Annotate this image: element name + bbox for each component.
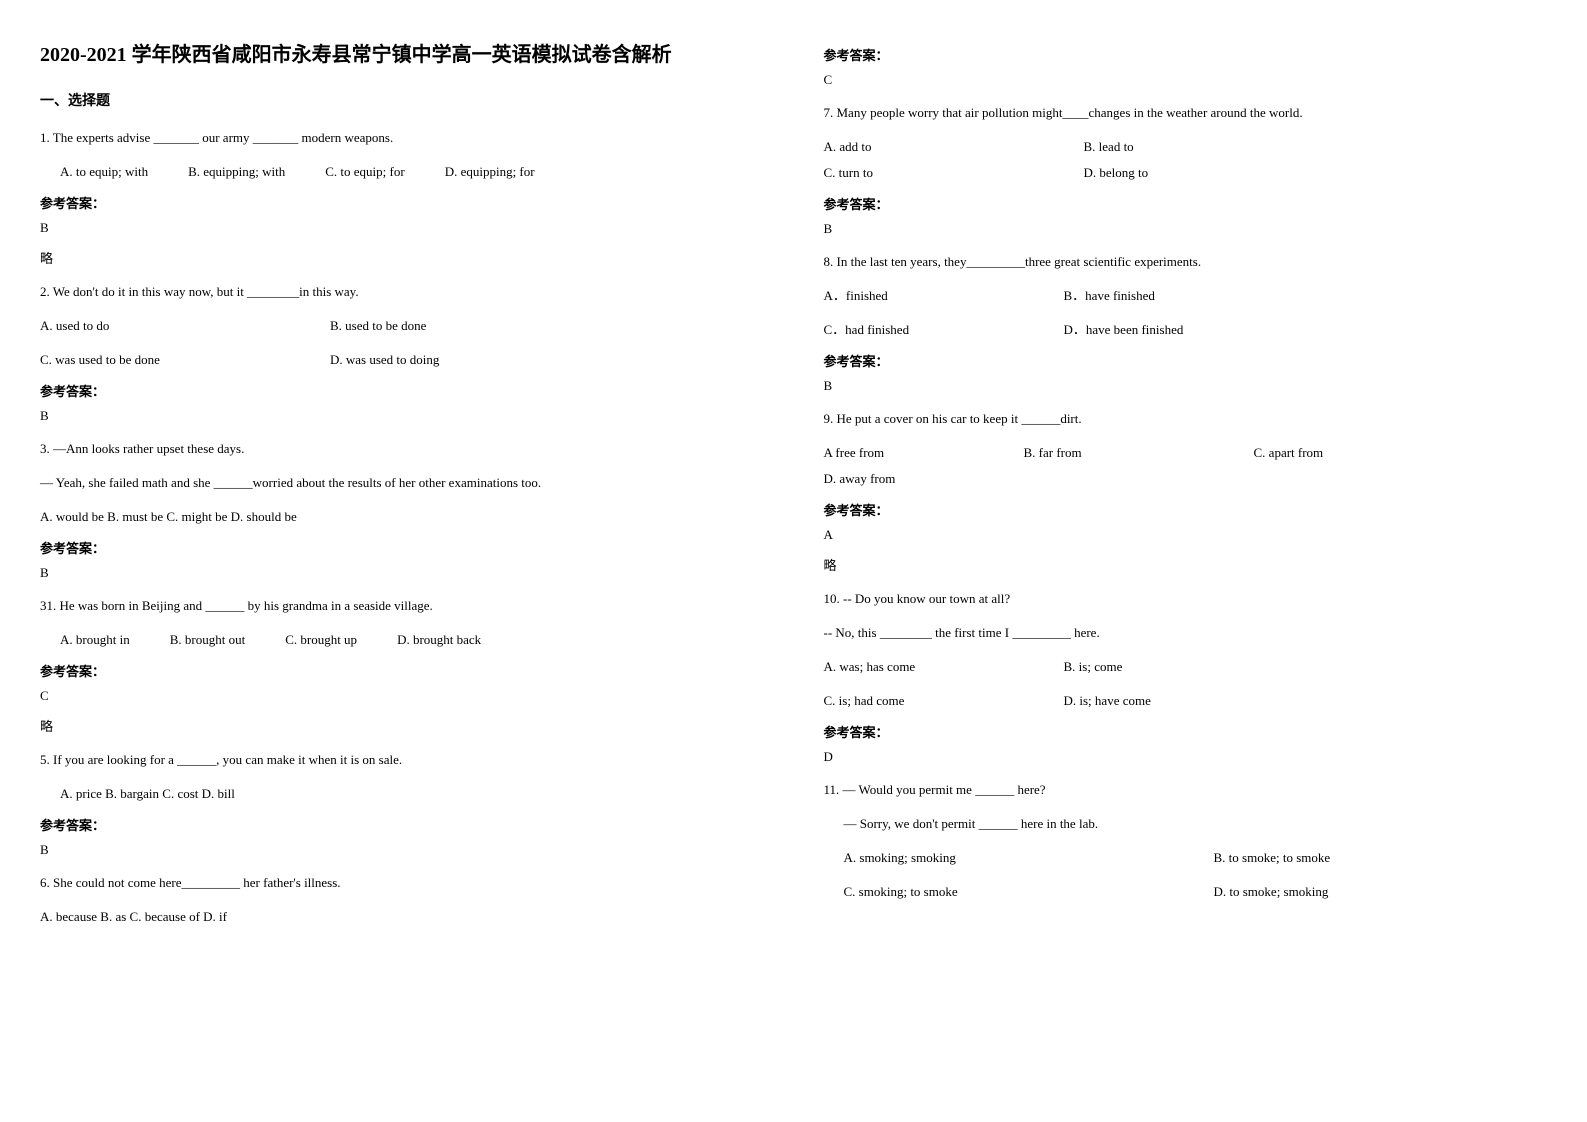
q6-answer: C [824,72,1548,88]
q31-answer: C [40,688,764,704]
q10-opt-b: B. is; come [1064,654,1123,680]
q10-opt-d: D. is; have come [1064,688,1151,714]
section-header: 一、选择题 [40,90,764,110]
q7-opt-d: D. belong to [1084,160,1149,186]
exam-title: 2020-2021 学年陕西省咸阳市永寿县常宁镇中学高一英语模拟试卷含解析 [40,40,764,70]
question-31: 31. He was born in Beijing and ______ by… [40,593,764,619]
q1-opt-a: A. to equip; with [60,159,148,185]
q7-opt-b: B. lead to [1084,134,1264,160]
question-6-options: A. because B. as C. because of D. if [40,904,764,930]
q3-answer: B [40,565,764,581]
q2-opt-d: D. was used to doing [330,347,439,373]
answer-label: 参考答案： [824,351,1548,370]
q10-opt-a: A. was; has come [824,654,1024,680]
answer-label: 参考答案： [824,500,1548,519]
q2-opt-a: A. used to do [40,313,290,339]
q10-answer: D [824,749,1548,765]
q1-note: 略 [40,248,764,267]
right-column: 参考答案： C 7. Many people worry that air po… [824,40,1548,938]
question-11-options-row1: A. smoking; smoking B. to smoke; to smok… [824,845,1548,871]
q5-answer: B [40,842,764,858]
q2-opt-c: C. was used to be done [40,347,290,373]
question-11-options-row2: C. smoking; to smoke D. to smoke; smokin… [824,879,1548,905]
q9-opt-c: C. apart from [1254,440,1434,466]
question-10-line2: -- No, this ________ the first time I __… [824,620,1548,646]
question-8-options-row1: A．finished B．have finished [824,283,1548,309]
q1-answer: B [40,220,764,236]
q31-note: 略 [40,716,764,735]
question-8: 8. In the last ten years, they_________t… [824,249,1548,275]
q7-opt-c: C. turn to [824,160,1004,186]
q7-opt-a: A. add to [824,134,1004,160]
q7-answer: B [824,221,1548,237]
q10-opt-c: C. is; had come [824,688,1024,714]
question-3-line1: 3. —Ann looks rather upset these days. [40,436,764,462]
q31-opt-a: A. brought in [60,627,130,653]
q1-opt-d: D. equipping; for [445,159,535,185]
question-11-line2: — Sorry, we don't permit ______ here in … [824,811,1548,837]
q11-opt-a: A. smoking; smoking [844,845,1174,871]
answer-label: 参考答案： [40,815,764,834]
q11-opt-b: B. to smoke; to smoke [1214,845,1331,871]
q2-opt-b: B. used to be done [330,313,426,339]
q2-answer: B [40,408,764,424]
q11-opt-c: C. smoking; to smoke [844,879,1174,905]
question-10-options-row1: A. was; has come B. is; come [824,654,1548,680]
answer-label: 参考答案： [40,381,764,400]
q31-opt-b: B. brought out [170,627,245,653]
answer-label: 参考答案： [40,538,764,557]
q8-opt-c: C．had finished [824,317,1024,343]
q9-note: 略 [824,555,1548,574]
question-9: 9. He put a cover on his car to keep it … [824,406,1548,432]
question-3-line2: — Yeah, she failed math and she ______wo… [40,470,764,496]
answer-label: 参考答案： [824,194,1548,213]
question-2-options-row2: C. was used to be done D. was used to do… [40,347,764,373]
question-11-line1: 11. — Would you permit me ______ here? [824,777,1548,803]
question-2-options-row1: A. used to do B. used to be done [40,313,764,339]
q9-opt-b: B. far from [1024,440,1214,466]
q1-opt-c: C. to equip; for [325,159,404,185]
q9-opt-a: A free from [824,440,984,466]
q8-opt-d: D．have been finished [1064,317,1184,343]
answer-label: 参考答案： [40,661,764,680]
question-5-options: A. price B. bargain C. cost D. bill [40,781,764,807]
question-9-options: A free from B. far from C. apart from D.… [824,440,1548,492]
q31-opt-d: D. brought back [397,627,481,653]
left-column: 2020-2021 学年陕西省咸阳市永寿县常宁镇中学高一英语模拟试卷含解析 一、… [40,40,764,938]
question-1: 1. The experts advise _______ our army _… [40,125,764,151]
question-5: 5. If you are looking for a ______, you … [40,747,764,773]
answer-label: 参考答案： [40,193,764,212]
answer-label: 参考答案： [824,722,1548,741]
question-31-options: A. brought in B. brought out C. brought … [40,627,764,653]
q9-opt-d: D. away from [824,466,896,492]
document-page: 2020-2021 学年陕西省咸阳市永寿县常宁镇中学高一英语模拟试卷含解析 一、… [40,40,1547,938]
question-1-options: A. to equip; with B. equipping; with C. … [40,159,764,185]
question-8-options-row2: C．had finished D．have been finished [824,317,1548,343]
q11-opt-d: D. to smoke; smoking [1214,879,1329,905]
q8-opt-b: B．have finished [1064,283,1155,309]
question-7-options: A. add to B. lead to C. turn to D. belon… [824,134,1548,186]
question-10-options-row2: C. is; had come D. is; have come [824,688,1548,714]
answer-label: 参考答案： [824,45,1548,64]
question-3-options: A. would be B. must be C. might be D. sh… [40,504,764,530]
q8-opt-a: A．finished [824,283,1024,309]
question-2: 2. We don't do it in this way now, but i… [40,279,764,305]
question-7: 7. Many people worry that air pollution … [824,100,1548,126]
question-10-line1: 10. -- Do you know our town at all? [824,586,1548,612]
q31-opt-c: C. brought up [285,627,357,653]
q8-answer: B [824,378,1548,394]
q9-answer: A [824,527,1548,543]
q1-opt-b: B. equipping; with [188,159,285,185]
question-6: 6. She could not come here_________ her … [40,870,764,896]
